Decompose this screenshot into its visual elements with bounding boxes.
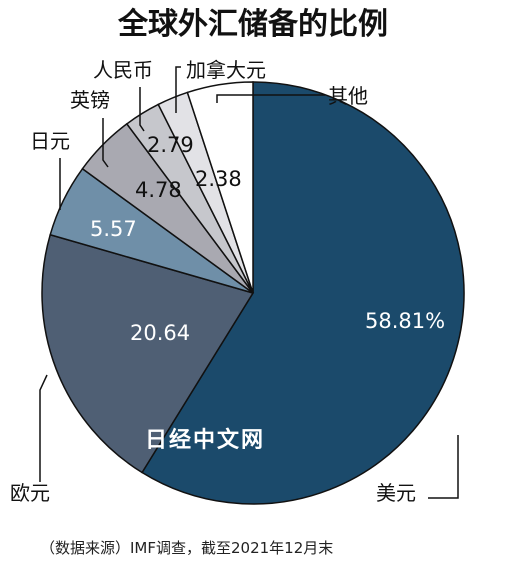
category-label-1: 欧元 — [10, 481, 50, 505]
chart-title: 全球外汇储备的比例 — [117, 7, 388, 42]
pie-slice-0 — [141, 81, 465, 505]
category-label-0: 美元 — [376, 481, 416, 505]
watermark-text: 日经中文网 — [145, 427, 265, 453]
leader-line-4 — [139, 87, 145, 132]
pie-slice-6 — [186, 81, 254, 294]
category-label-2: 日元 — [30, 129, 70, 153]
leader-line-5 — [175, 66, 181, 113]
leader-lines — [39, 66, 459, 499]
value-label-2: 5.57 — [90, 217, 137, 241]
leader-line-1 — [39, 374, 48, 482]
value-label-4: 2.79 — [147, 133, 194, 157]
category-label-5: 加拿大元 — [186, 58, 266, 82]
leader-line-0 — [428, 435, 459, 499]
leader-line-3 — [102, 118, 109, 168]
category-label-6: 其他 — [328, 84, 368, 108]
source-note: （数据来源）IMF调查，截至2021年12月末 — [40, 539, 333, 557]
value-label-5: 2.38 — [195, 167, 242, 191]
pie-slice-1 — [41, 233, 255, 474]
value-labels: 58.81% 20.64 5.57 4.78 2.792.38 — [90, 133, 445, 345]
pie-slices — [41, 81, 465, 505]
leader-line-6 — [216, 94, 325, 103]
category-label-4: 人民币 — [93, 58, 153, 82]
category-label-3: 英镑 — [70, 88, 110, 112]
value-label-0: 58.81% — [365, 309, 445, 333]
value-label-1: 20.64 — [130, 321, 190, 345]
value-label-3: 4.78 — [135, 178, 182, 202]
